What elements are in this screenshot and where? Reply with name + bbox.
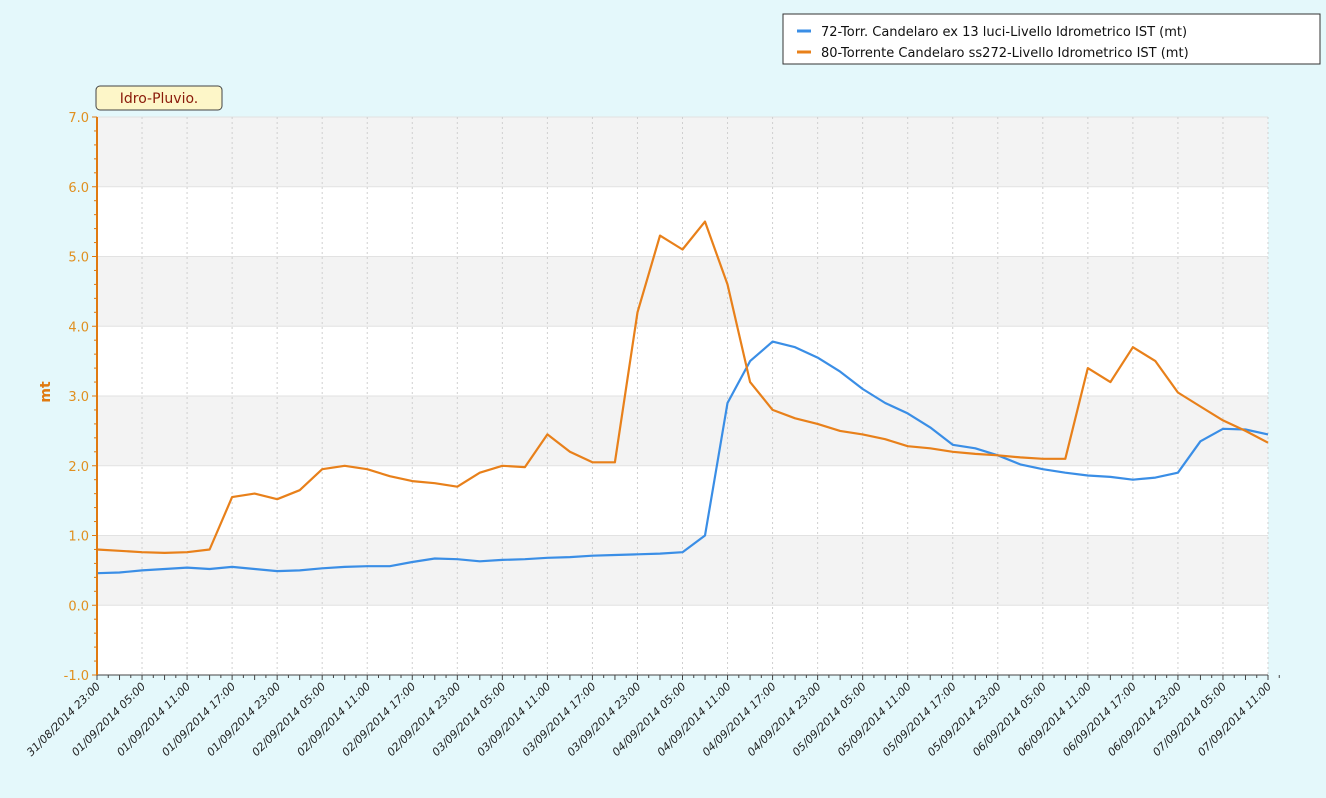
y-tick-label: 1.0 xyxy=(68,530,89,545)
y-tick-label: 6.0 xyxy=(68,181,89,196)
legend-label: 80-Torrente Candelaro ss272-Livello Idro… xyxy=(821,46,1189,61)
legend-box xyxy=(782,13,1321,65)
y-tick-label: 0.0 xyxy=(68,599,89,614)
plot-band xyxy=(97,605,1268,675)
y-tick-label: 5.0 xyxy=(68,251,89,266)
series-line xyxy=(96,340,1269,575)
y-tick-label: 2.0 xyxy=(68,460,89,475)
panel-label: Idro-Pluvio. xyxy=(120,91,199,107)
y-tick-label: 4.0 xyxy=(68,320,89,335)
plot-band xyxy=(97,396,1268,466)
y-tick-label: -1.0 xyxy=(64,669,89,684)
x-tick-label: 31/08/2014 23:00 xyxy=(24,680,103,759)
legend-label: 72-Torr. Candelaro ex 13 luci-Livello Id… xyxy=(821,25,1187,40)
plot-band xyxy=(97,256,1268,327)
y-axis-label: mt xyxy=(38,381,54,403)
plot-band xyxy=(97,326,1268,396)
series-line xyxy=(96,220,1269,554)
y-tick-label: 3.0 xyxy=(68,390,89,405)
y-tick-label: 7.0 xyxy=(68,111,89,126)
panel-tag xyxy=(95,85,223,111)
